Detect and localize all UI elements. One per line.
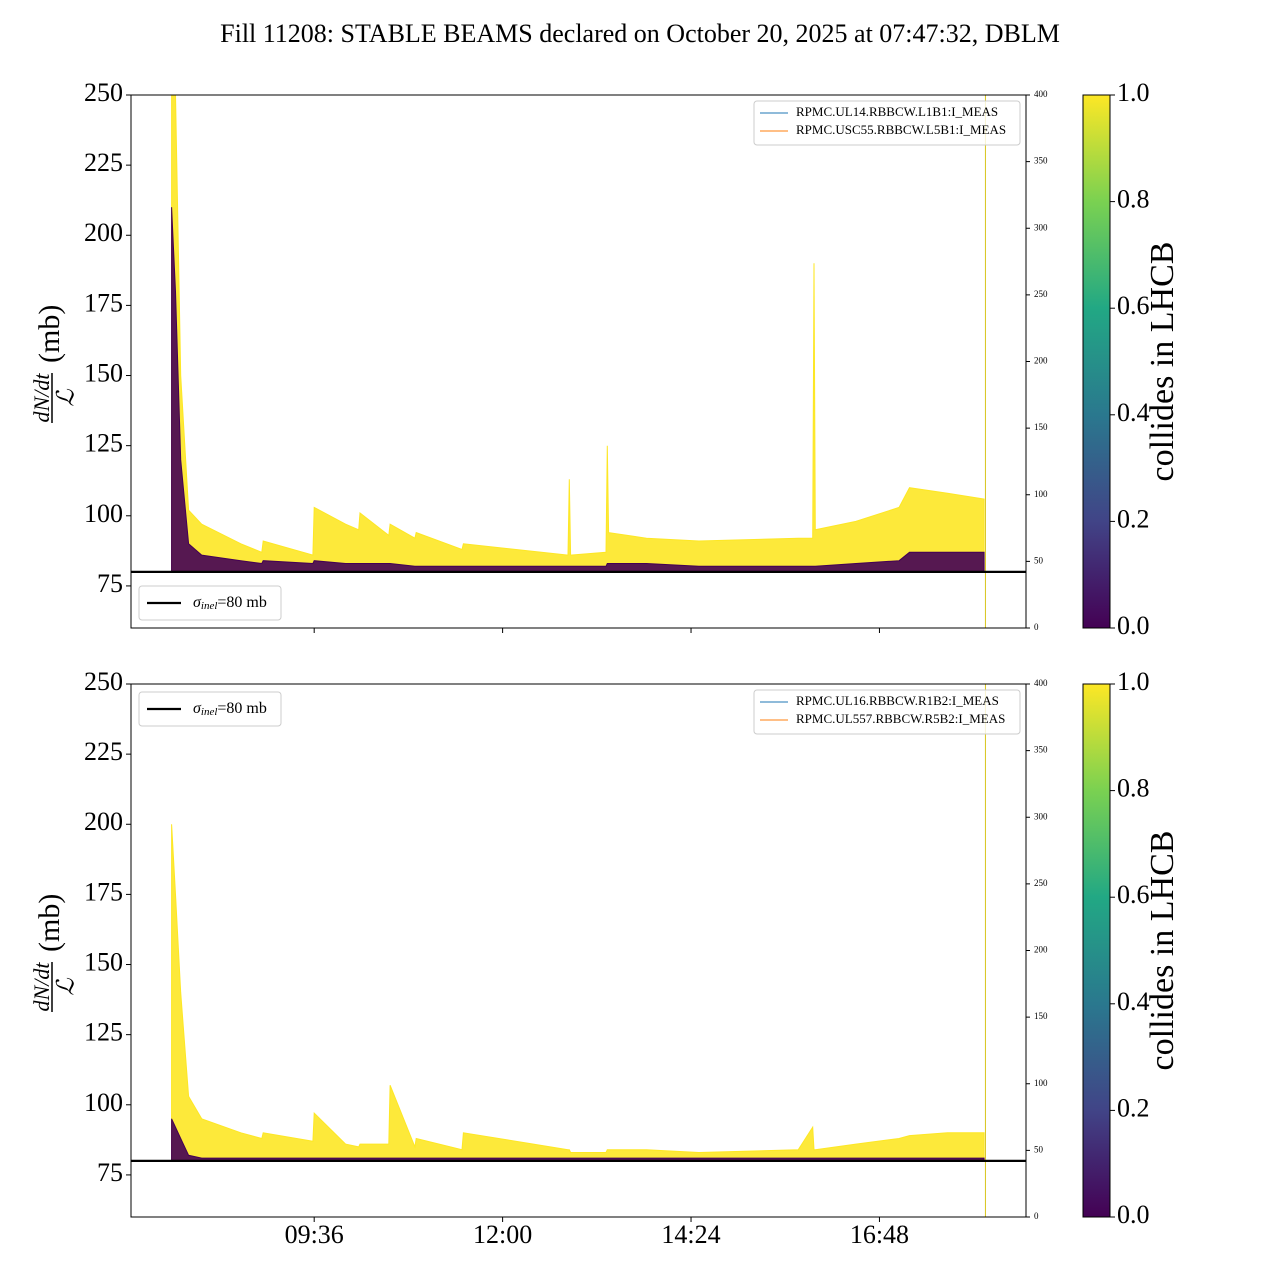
- y-tick-label: 75: [97, 1158, 123, 1187]
- y2-tick-label: 300: [1034, 222, 1048, 232]
- hline-legend-box: [138, 691, 282, 727]
- legend-box: [753, 689, 1021, 735]
- colorbar-tick-label: 0.0: [1117, 1200, 1150, 1229]
- y-tick-label: 100: [84, 1088, 123, 1117]
- y2-tick-label: 250: [1034, 878, 1048, 888]
- y2-tick-label: 300: [1034, 811, 1048, 821]
- y2-tick-label: 50: [1034, 1144, 1044, 1154]
- hline-label-part: inel: [201, 706, 218, 718]
- y-label-numerator: dN/dt: [29, 373, 54, 423]
- colorbar-label: collides in LHCB: [1144, 242, 1181, 482]
- area: [171, 207, 985, 573]
- y2-tick-label: 400: [1034, 89, 1048, 99]
- plot-area: [131, 684, 1026, 1217]
- legend-label: RPMC.UL16.RBBCW.R1B2:I_MEAS: [796, 693, 999, 708]
- legend-label: RPMC.USC55.RBBCW.L5B1:I_MEAS: [796, 122, 1006, 137]
- y2-tick-label: 200: [1034, 356, 1048, 366]
- y2-tick-label: 0: [1034, 622, 1039, 632]
- y-tick-label: 150: [84, 947, 123, 976]
- plot-area: [131, 95, 1026, 628]
- colorbar-tick-label: 0.6: [1117, 291, 1150, 320]
- legend-box: [753, 100, 1021, 146]
- y2-tick-label: 150: [1034, 1011, 1048, 1021]
- area: [171, 824, 985, 1162]
- colorbar-tick-label: 0.8: [1117, 185, 1150, 214]
- y-tick-label: 225: [84, 148, 123, 177]
- y2-tick-label: 150: [1034, 422, 1048, 432]
- colorbar-tick-label: 0.2: [1117, 504, 1150, 533]
- y2-tick-label: 100: [1034, 489, 1048, 499]
- colorbar-tick-label: 0.2: [1117, 1093, 1150, 1122]
- area: [171, 95, 985, 573]
- y-axis-label: dN/dt ℒ (mb): [29, 894, 80, 1012]
- y2-tick-label: 350: [1034, 156, 1048, 166]
- y-tick-label: 100: [84, 499, 123, 528]
- colorbar-tick-label: 0.8: [1117, 774, 1150, 803]
- legend-label: RPMC.UL557.RBBCW.R5B2:I_MEAS: [796, 711, 1005, 726]
- area: [171, 1118, 985, 1162]
- y-axis-label: dN/dt ℒ (mb): [29, 305, 80, 423]
- y-tick-label: 250: [84, 78, 123, 107]
- y-tick-label: 225: [84, 737, 123, 766]
- y-tick-label: 175: [84, 877, 123, 906]
- y-tick-label: 75: [97, 569, 123, 598]
- y2-tick-label: 350: [1034, 745, 1048, 755]
- x-tick-label: 14:24: [661, 1220, 720, 1249]
- y-label-numerator: dN/dt: [29, 962, 54, 1012]
- figure-title: Fill 11208: STABLE BEAMS declared on Oct…: [220, 19, 1060, 48]
- y-tick-label: 200: [84, 218, 123, 247]
- hline-label-part: σ: [193, 700, 202, 717]
- hline-legend-label: σinel=80 mb: [193, 594, 267, 612]
- colorbar-tick-label: 0.4: [1117, 987, 1150, 1016]
- y2-tick-label: 0: [1034, 1211, 1039, 1221]
- x-tick-label: 12:00: [473, 1220, 532, 1249]
- y-tick-label: 250: [84, 667, 123, 696]
- y2-tick-label: 100: [1034, 1078, 1048, 1088]
- y-label-denominator: ℒ: [54, 389, 80, 407]
- colorbar-tick-label: 0.6: [1117, 880, 1150, 909]
- colorbar-tick-label: 0.4: [1117, 398, 1150, 427]
- y-tick-label: 125: [84, 429, 123, 458]
- hline-label-part: σ: [193, 594, 202, 611]
- hline-label-part: =80 mb: [217, 594, 266, 611]
- colorbar: [1082, 94, 1111, 629]
- colorbar-tick-label: 0.0: [1117, 611, 1150, 640]
- y-tick-label: 125: [84, 1018, 123, 1047]
- colorbar-tick-label: 1.0: [1117, 667, 1150, 696]
- legend-label: RPMC.UL14.RBBCW.L1B1:I_MEAS: [796, 104, 998, 119]
- y-tick-label: 200: [84, 807, 123, 836]
- y2-tick-label: 200: [1034, 945, 1048, 955]
- hline-legend-label: σinel=80 mb: [193, 700, 267, 718]
- colorbar-label: collides in LHCB: [1144, 831, 1181, 1071]
- y-label-denominator: ℒ: [54, 978, 80, 996]
- x-tick-label: 16:48: [850, 1220, 909, 1249]
- y-tick-label: 175: [84, 288, 123, 317]
- y2-tick-label: 400: [1034, 678, 1048, 688]
- hline-legend-box: [138, 585, 282, 621]
- y-label-unit: (mb): [33, 305, 66, 363]
- y-tick-label: 150: [84, 358, 123, 387]
- hline-label-part: inel: [201, 600, 218, 612]
- y2-tick-label: 250: [1034, 289, 1048, 299]
- x-tick-label: 09:36: [285, 1220, 344, 1249]
- colorbar: [1082, 683, 1111, 1218]
- colorbar-tick-label: 1.0: [1117, 78, 1150, 107]
- hline-label-part: =80 mb: [217, 700, 266, 717]
- y2-tick-label: 50: [1034, 555, 1044, 565]
- y-label-unit: (mb): [33, 894, 66, 952]
